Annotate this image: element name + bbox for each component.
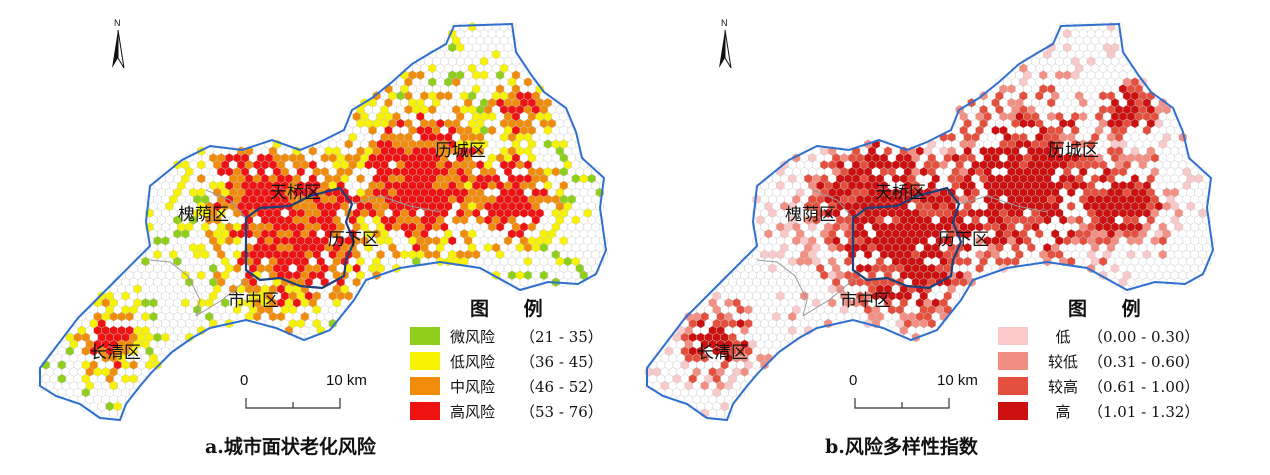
hex-cell xyxy=(664,387,674,398)
north-label: N xyxy=(721,18,728,28)
legend-swatch xyxy=(410,327,440,345)
city-boundary xyxy=(646,22,1215,422)
legend-item: 较低 （0.31 - 0.60） xyxy=(998,351,1199,371)
hex-cell xyxy=(708,408,717,419)
scale-end: 10 km xyxy=(937,372,978,389)
legend-name: 低 xyxy=(1055,327,1071,346)
legend-swatch xyxy=(998,377,1028,395)
hex-cell xyxy=(1075,256,1084,267)
legend-range: （21 - 35） xyxy=(520,327,603,346)
hex-cell xyxy=(468,256,477,267)
district-label-licheng: 历城区 xyxy=(1048,141,1099,161)
legend-item: 高风险 （53 - 76） xyxy=(410,401,603,421)
legend-name: 高风险 xyxy=(450,402,496,421)
legend-swatch xyxy=(410,402,440,420)
legend-name: 高 xyxy=(1055,402,1071,421)
hex-grid xyxy=(37,22,608,419)
district-label-shizhong: 市中区 xyxy=(228,291,279,311)
legend-item: 低 （0.00 - 0.30） xyxy=(998,326,1199,346)
hex-cell xyxy=(101,408,110,419)
district-label-tianqiao: 天桥区 xyxy=(270,183,321,203)
legend-swatch xyxy=(998,327,1028,345)
legend-name: 微风险 xyxy=(450,327,496,346)
figure-caption: a.城市面状老化风险 xyxy=(205,436,376,458)
legend-range: （0.61 - 1.00） xyxy=(1088,377,1200,396)
district-border xyxy=(205,189,247,219)
legend-name: 低风险 xyxy=(450,352,496,371)
legend-item: 较高 （0.61 - 1.00） xyxy=(998,376,1199,396)
hex-grid xyxy=(644,22,1215,419)
north-arrow-icon: N xyxy=(715,18,735,69)
legend-item: 微风险 （21 - 35） xyxy=(410,326,603,346)
district-label-licheng: 历城区 xyxy=(435,141,486,161)
district-label-shizhong: 市中区 xyxy=(840,291,891,311)
figure-caption: b.风险多样性指数 xyxy=(825,436,978,458)
legend-swatch xyxy=(410,377,440,395)
district-label-changqing: 长清区 xyxy=(90,343,141,363)
district-label-lixia: 历下区 xyxy=(328,230,379,250)
legend-range: （36 - 45） xyxy=(520,352,603,371)
district-label-tianqiao: 天桥区 xyxy=(875,183,926,203)
hex-cell xyxy=(567,277,576,288)
legend-item: 低风险 （36 - 45） xyxy=(410,351,603,371)
district-border xyxy=(958,195,1048,213)
legend-range: （46 - 52） xyxy=(520,377,603,396)
district-border xyxy=(195,279,247,317)
legend-swatch xyxy=(998,402,1028,420)
north-arrow-icon: N xyxy=(108,18,128,69)
scale-bar xyxy=(854,398,950,409)
map-panel-b: N 历城区 天桥区 槐荫区 历下区 市中区 长清区 图 例 低 （0.00 - 0… xyxy=(635,0,1270,475)
district-label-huaiyin: 槐荫区 xyxy=(785,205,836,225)
legend-item: 高 （1.01 - 1.32） xyxy=(998,401,1199,421)
legend-title: 图 例 xyxy=(470,298,557,320)
legend-name: 中风险 xyxy=(450,377,496,396)
hex-cell xyxy=(1174,277,1183,288)
legend-range: （0.00 - 0.30） xyxy=(1088,327,1200,346)
scale-start: 0 xyxy=(240,372,249,389)
scale-start: 0 xyxy=(849,372,858,389)
district-label-lixia: 历下区 xyxy=(938,230,989,250)
legend-range: （0.31 - 0.60） xyxy=(1088,352,1200,371)
district-label-changqing: 长清区 xyxy=(697,343,748,363)
scale-end: 10 km xyxy=(326,372,367,389)
hex-cell xyxy=(1051,256,1060,267)
map-canvas-a xyxy=(37,22,608,422)
legend-range: （1.01 - 1.32） xyxy=(1088,402,1200,421)
city-boundary xyxy=(39,22,608,422)
map-canvas-b xyxy=(644,22,1215,422)
hex-cell xyxy=(444,256,453,267)
legend-swatch xyxy=(410,352,440,370)
core-area-boundary xyxy=(851,186,963,290)
core-area-boundary xyxy=(244,186,356,290)
hex-cell xyxy=(57,387,67,398)
legend-name: 较低 xyxy=(1047,352,1078,371)
hex-cell xyxy=(185,332,194,343)
map-panel-a: N 历城区 天桥区 槐荫区 历下区 市中区 长清区 图 例 微风险 （21 - 3… xyxy=(37,18,608,458)
north-label: N xyxy=(114,18,121,28)
hex-cell xyxy=(792,332,801,343)
district-border xyxy=(812,189,854,219)
legend-range: （53 - 76） xyxy=(520,402,603,421)
district-border xyxy=(351,195,441,213)
district-label-huaiyin: 槐荫区 xyxy=(178,205,229,225)
legend-swatch xyxy=(998,352,1028,370)
district-border xyxy=(802,279,854,317)
district-border xyxy=(149,259,201,317)
legend-title: 图 例 xyxy=(1068,298,1155,320)
district-border xyxy=(756,259,808,317)
scale-bar xyxy=(245,398,341,409)
legend-name: 较高 xyxy=(1047,377,1078,396)
legend-item: 中风险 （46 - 52） xyxy=(410,376,603,396)
